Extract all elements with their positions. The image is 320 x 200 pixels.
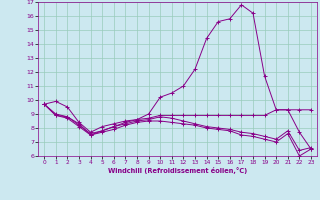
X-axis label: Windchill (Refroidissement éolien,°C): Windchill (Refroidissement éolien,°C): [108, 167, 247, 174]
